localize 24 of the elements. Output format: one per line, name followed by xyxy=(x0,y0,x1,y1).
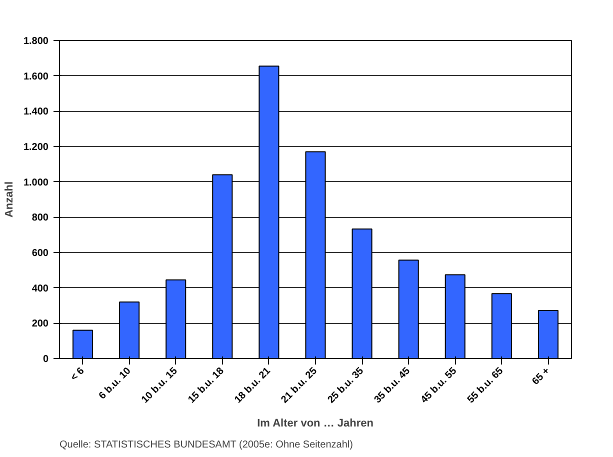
x-tick-label: < 6 xyxy=(68,365,87,384)
y-tick-label: 0 xyxy=(42,354,49,365)
x-tick-label: 21 b.u. 25 xyxy=(279,365,320,406)
y-tick-label: 1.200 xyxy=(23,142,49,153)
y-tick-label: 200 xyxy=(32,318,49,330)
x-tick-label: 18 b.u. 21 xyxy=(232,365,274,406)
y-tick-label: 1.800 xyxy=(23,36,49,47)
x-tick-label: 45 b.u. 55 xyxy=(419,365,460,406)
x-tick-label: 35 b.u. 45 xyxy=(372,365,413,406)
x-axis-title: Im Alter von … Jahren xyxy=(257,418,374,430)
y-axis-title: Anzahl xyxy=(3,181,16,218)
x-tick-label: 25 b.u. 35 xyxy=(326,365,366,406)
y-tick-label: 400 xyxy=(32,283,49,294)
x-tick-label: 55 b.u. 65 xyxy=(466,365,506,406)
y-tick-label: 1.000 xyxy=(23,177,49,188)
y-tick-label: 1.600 xyxy=(23,71,49,82)
x-tick-label: 65 + xyxy=(530,366,552,388)
y-tick-label: 800 xyxy=(32,212,49,224)
y-tick-label: 600 xyxy=(32,248,49,259)
x-tick-label: 10 b.u. 15 xyxy=(140,365,180,406)
x-tick-label: 6 b.u. 10 xyxy=(97,365,134,402)
source-note: Quelle: STATISTISCHES BUNDESAMT (2005e: Ohne Seitenzahl) xyxy=(60,440,353,450)
x-tick-label: 15 b.u. 18 xyxy=(186,365,227,406)
y-tick-label: 1.400 xyxy=(23,106,49,118)
